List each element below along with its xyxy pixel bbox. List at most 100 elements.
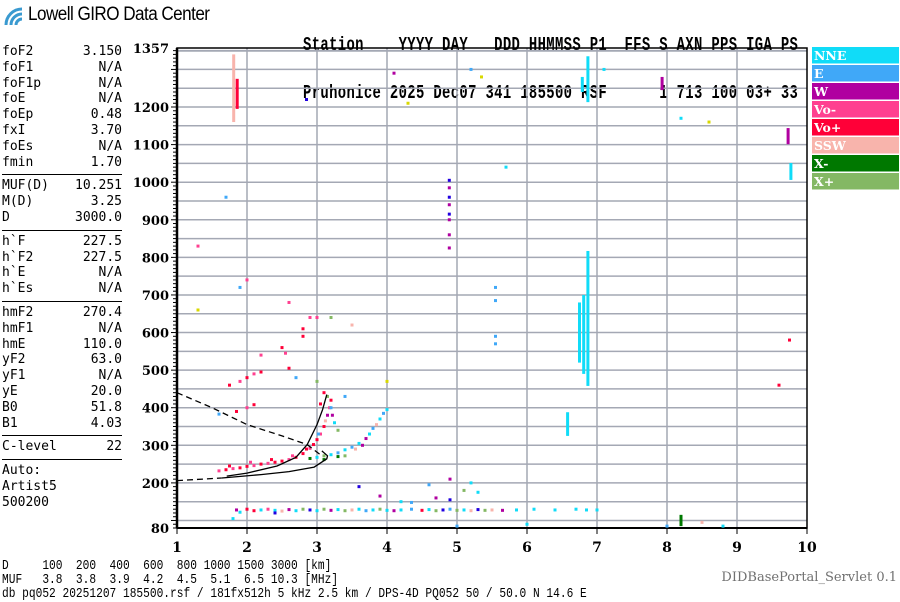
echo-point	[361, 443, 364, 447]
param-row: C-level 22	[2, 439, 122, 455]
echo-point	[553, 508, 557, 512]
echo-point	[462, 508, 466, 512]
footer-distance-row: D 100 200 400 600 800 1000 1500 3000 [km…	[2, 558, 332, 574]
echo-point	[483, 508, 487, 512]
echo-point	[336, 455, 340, 459]
x-tick-label: 4	[382, 540, 392, 556]
echo-point	[301, 452, 305, 456]
echo-point	[252, 464, 256, 468]
param-row: MUF(D) 10.251	[2, 178, 122, 194]
legend-swatch	[812, 101, 899, 118]
echo-point	[322, 507, 326, 511]
echo-point	[231, 517, 235, 521]
param-row: B1 4.03	[2, 416, 122, 432]
echo-point	[287, 458, 291, 462]
echo-point	[343, 509, 347, 513]
echo-point	[231, 467, 235, 471]
echo-point	[364, 437, 368, 441]
echo-point	[245, 278, 249, 282]
y-tick-label: 1357	[133, 42, 169, 57]
param-value: 22	[106, 439, 122, 455]
echo-point	[399, 508, 403, 512]
echo-point	[368, 432, 371, 436]
echo-point	[280, 459, 284, 463]
param-label: hmE	[2, 336, 26, 352]
param-row: foE N/A	[2, 91, 122, 107]
param-value: 227.5	[82, 233, 122, 249]
scaled-parameters-panel: foF2 3.150 foF1 N/A foF1p N/A foE N/A foEp 0.48 fx…	[2, 44, 122, 511]
y-tick-label: 1200	[133, 101, 169, 116]
echo-point	[249, 460, 252, 464]
param-value: 4.03	[90, 415, 122, 431]
echo-point	[371, 508, 375, 512]
param-row: h`Es N/A	[2, 281, 122, 297]
wifi-signal-icon	[4, 7, 23, 26]
echo-point	[490, 508, 494, 512]
echo-point	[476, 490, 480, 494]
echo-point	[420, 508, 424, 512]
echo-point	[294, 376, 298, 380]
echo-point	[280, 346, 284, 350]
param-value: N/A	[98, 138, 122, 154]
separator	[2, 174, 122, 176]
echo-point	[273, 511, 277, 515]
legend-label: NNE	[814, 48, 846, 63]
echo-spike	[578, 302, 581, 363]
echo-point	[245, 464, 249, 468]
echo-point	[700, 520, 704, 524]
echo-point	[294, 509, 298, 513]
param-value: N/A	[98, 320, 122, 336]
echo-point	[315, 379, 319, 383]
echo-spike	[786, 128, 790, 145]
echo-point	[312, 443, 315, 447]
echo-point	[301, 327, 305, 331]
echo-point	[308, 446, 312, 450]
autoscale-line: 500200	[2, 494, 49, 510]
separator	[2, 300, 122, 302]
echo-point	[245, 507, 249, 511]
echo-point	[447, 203, 451, 207]
echo-point	[235, 508, 238, 512]
echo-point	[504, 165, 508, 169]
y-tick-label: 400	[142, 402, 169, 417]
legend-swatch	[812, 83, 899, 100]
echo-point	[336, 508, 340, 512]
header-labels: Station YYYY DAY DDD HHMMSS P1 FFS S AXN…	[303, 34, 799, 56]
legend-label: X+	[814, 174, 834, 189]
echo-point	[259, 353, 263, 357]
x-tick-label: 7	[592, 540, 602, 556]
echo-point	[235, 409, 238, 413]
param-label: C-level	[2, 439, 57, 455]
y-tick-label: 700	[142, 289, 169, 304]
echo-point	[375, 423, 378, 427]
echo-point	[354, 447, 357, 451]
model-curve-dashed	[176, 477, 222, 482]
echo-point	[378, 507, 382, 511]
echo-point	[469, 67, 473, 71]
param-row: h`E N/A	[2, 265, 122, 281]
echo-point	[378, 417, 382, 421]
echo-point	[469, 481, 473, 485]
echo-point	[238, 379, 242, 383]
echo-point	[316, 432, 320, 436]
param-value: 3000.0	[75, 209, 122, 225]
echo-spike	[580, 76, 584, 92]
echo-point	[270, 458, 273, 462]
y-tick-label: 500	[142, 364, 169, 379]
param-label: yF2	[2, 352, 26, 368]
echo-point	[665, 524, 669, 528]
echo-point	[228, 383, 231, 387]
param-label: h`F2	[2, 249, 34, 265]
echo-point	[447, 233, 451, 237]
param-value: N/A	[98, 281, 122, 297]
echo-point	[329, 316, 333, 320]
echo-point	[447, 218, 451, 222]
echo-point	[441, 508, 445, 512]
param-row: B0 51.8	[2, 400, 122, 416]
echo-point	[291, 454, 294, 458]
plot-frame	[176, 47, 808, 529]
echo-spike	[679, 514, 683, 527]
echo-spike	[235, 78, 239, 109]
echo-point	[721, 524, 725, 528]
